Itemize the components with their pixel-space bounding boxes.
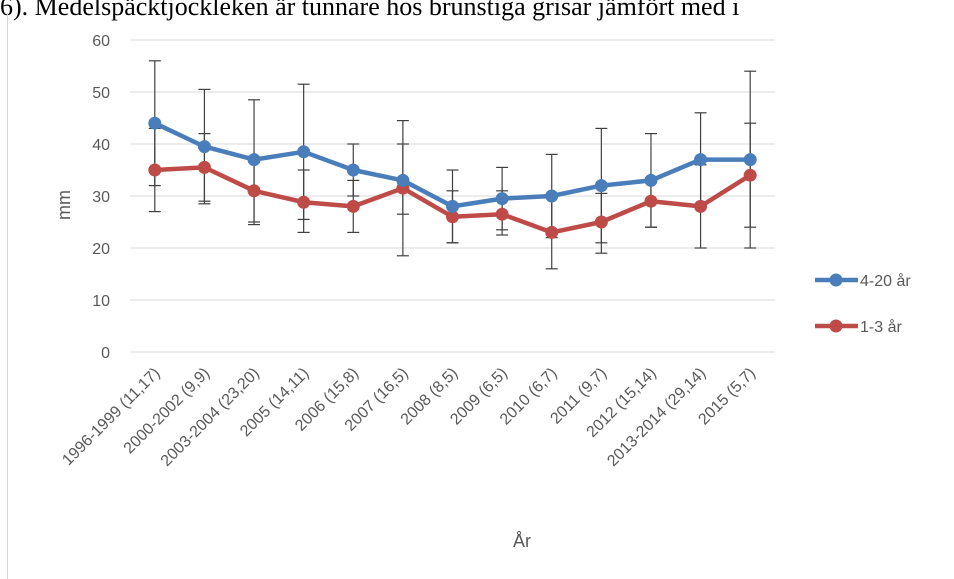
data-point — [644, 173, 658, 187]
y-axis-title: mm — [54, 190, 74, 220]
y-tick-label: 40 — [92, 137, 110, 154]
series-lines — [148, 116, 757, 239]
data-point — [297, 195, 311, 209]
data-point — [346, 163, 360, 177]
data-point — [197, 160, 211, 174]
legend-label: 1-3 år — [860, 318, 902, 336]
data-point — [396, 173, 410, 187]
data-point — [197, 140, 211, 154]
data-point — [148, 163, 162, 177]
data-point — [694, 153, 708, 167]
data-point — [545, 225, 559, 239]
x-tick-label: 2000-2002 (9,9) — [121, 365, 214, 458]
x-axis-ticks: 1996-1999 (11,17)2000-2002 (9,9)2003-200… — [59, 365, 759, 470]
legend-item: 4-20 år — [815, 272, 911, 290]
data-point — [743, 153, 757, 167]
y-tick-label: 50 — [92, 85, 110, 102]
data-point — [594, 215, 608, 229]
data-point — [446, 210, 459, 224]
y-tick-label: 30 — [92, 189, 110, 206]
legend: 4-20 år 1-3 år — [815, 272, 911, 336]
data-point — [247, 184, 261, 198]
data-point — [495, 192, 509, 206]
data-point — [247, 153, 261, 167]
caption-text: 6). Medelspäcktjockleken är tunnare hos … — [0, 0, 740, 21]
data-point — [495, 207, 509, 221]
data-point — [446, 199, 459, 213]
x-axis-title: År — [513, 531, 531, 551]
data-point — [346, 199, 360, 213]
legend-label: 4-20 år — [860, 272, 911, 290]
chart-frame — [7, 13, 954, 579]
y-tick-label: 60 — [92, 33, 110, 50]
data-point — [297, 145, 311, 159]
legend-marker — [829, 273, 843, 287]
y-tick-label: 10 — [92, 293, 110, 310]
legend-item: 1-3 år — [815, 318, 902, 336]
data-point — [545, 189, 559, 203]
data-point — [694, 199, 708, 213]
y-tick-label: 20 — [92, 241, 110, 258]
data-point — [743, 168, 757, 182]
data-point — [594, 179, 608, 193]
y-tick-label: 0 — [101, 345, 110, 362]
data-point — [148, 116, 162, 130]
x-tick-label: 2013-2014 (29,14) — [604, 365, 709, 470]
data-point — [644, 194, 658, 208]
legend-marker — [829, 319, 843, 333]
y-axis-ticks: 0 10 20 30 40 50 60 — [92, 33, 110, 362]
